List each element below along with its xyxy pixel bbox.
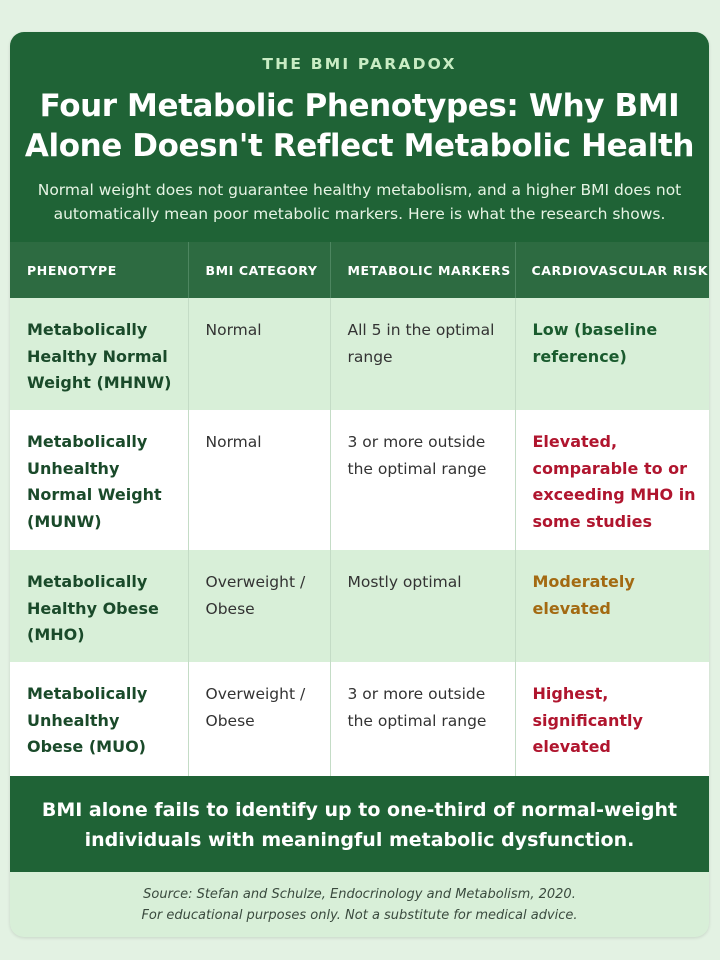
bmi-cell: Overweight / Obese	[188, 550, 331, 662]
column-header-metabolic-markers: METABOLIC MARKERS	[330, 242, 516, 298]
phenotype-cell: Metabolically Unhealthy Obese (MUO)	[10, 662, 189, 776]
page-title: Four Metabolic Phenotypes: Why BMI Alone…	[10, 86, 709, 166]
bmi-cell: Normal	[188, 410, 331, 550]
infographic-card: THE BMI PARADOX Four Metabolic Phenotype…	[10, 32, 709, 937]
table-row: Metabolically Healthy Obese (MHO) Overwe…	[10, 550, 709, 662]
markers-cell: Mostly optimal	[330, 550, 516, 662]
bmi-cell: Normal	[188, 298, 331, 410]
risk-cell: Highest, significantly elevated	[532, 684, 643, 756]
source-citation: Source: Stefan and Schulze, Endocrinolog…	[143, 887, 576, 902]
title-line-2: Alone Doesn't Reflect Metabolic Health	[24, 128, 695, 164]
table-row: Metabolically Unhealthy Normal Weight (M…	[10, 410, 709, 550]
phenotype-cell: Metabolically Healthy Obese (MHO)	[10, 550, 189, 662]
key-takeaway-banner: BMI alone fails to identify up to one-th…	[10, 776, 709, 872]
table-row: Metabolically Unhealthy Obese (MUO) Over…	[10, 662, 709, 776]
banner-line-2: individuals with meaningful metabolic dy…	[84, 829, 635, 851]
bmi-cell: Overweight / Obese	[188, 662, 331, 776]
risk-cell: Elevated, comparable to or exceeding MHO…	[532, 432, 696, 531]
markers-cell: 3 or more outside the optimal range	[330, 662, 516, 776]
risk-cell: Moderately elevated	[532, 572, 635, 618]
phenotype-cell: Metabolically Unhealthy Normal Weight (M…	[10, 410, 189, 550]
disclaimer: For educational purposes only. Not a sub…	[141, 908, 578, 923]
markers-cell: All 5 in the optimal range	[330, 298, 516, 410]
column-header-bmi-category: BMI CATEGORY	[188, 242, 331, 298]
column-header-cardiovascular-risk: CARDIOVASCULAR RISK	[531, 262, 709, 278]
phenotype-cell: Metabolically Healthy Normal Weight (MHN…	[10, 298, 189, 410]
banner-line-1: BMI alone fails to identify up to one-th…	[41, 799, 678, 821]
subtitle: Normal weight does not guarantee healthy…	[37, 181, 682, 223]
table-header-row: PHENOTYPE BMI CATEGORY METABOLIC MARKERS…	[10, 242, 709, 298]
header: THE BMI PARADOX Four Metabolic Phenotype…	[10, 32, 709, 242]
kicker: THE BMI PARADOX	[262, 55, 457, 73]
risk-cell: Low (baseline reference)	[532, 320, 658, 366]
phenotype-table: PHENOTYPE BMI CATEGORY METABOLIC MARKERS…	[10, 242, 709, 776]
footer: Source: Stefan and Schulze, Endocrinolog…	[10, 872, 709, 926]
title-line-1: Four Metabolic Phenotypes: Why BMI	[39, 88, 680, 124]
table-row: Metabolically Healthy Normal Weight (MHN…	[10, 298, 709, 410]
column-header-phenotype: PHENOTYPE	[10, 242, 189, 298]
markers-cell: 3 or more outside the optimal range	[330, 410, 516, 550]
